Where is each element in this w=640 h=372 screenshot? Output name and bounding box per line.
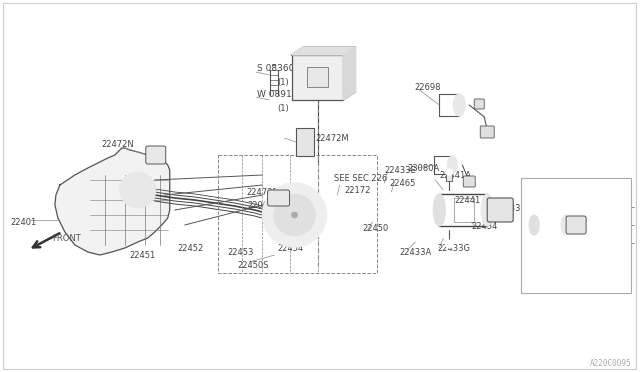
Text: W: W	[246, 94, 252, 99]
Text: (1): (1)	[278, 77, 289, 87]
Text: (1): (1)	[278, 103, 289, 112]
Text: 22433E: 22433E	[385, 166, 416, 174]
Ellipse shape	[447, 156, 458, 174]
FancyBboxPatch shape	[480, 126, 494, 138]
FancyBboxPatch shape	[566, 216, 586, 234]
Text: 22433G: 22433G	[437, 244, 470, 253]
Text: SEE SEC.226: SEE SEC.226	[335, 173, 388, 183]
Text: 22472N: 22472N	[102, 140, 134, 148]
Text: 22433: 22433	[494, 203, 521, 212]
Text: 22472M: 22472M	[316, 134, 349, 142]
Text: 22451: 22451	[130, 250, 156, 260]
FancyBboxPatch shape	[268, 190, 289, 206]
Ellipse shape	[453, 94, 465, 116]
Text: A220C0095: A220C0095	[589, 359, 631, 368]
Text: 22452: 22452	[178, 244, 204, 253]
Bar	[218, 155, 378, 273]
Text: S 08360-60812: S 08360-60812	[257, 64, 326, 73]
Circle shape	[242, 90, 255, 104]
Polygon shape	[292, 47, 355, 55]
Ellipse shape	[433, 194, 445, 226]
Text: 22450: 22450	[362, 224, 388, 232]
FancyBboxPatch shape	[463, 176, 476, 187]
Text: 22441: 22441	[454, 196, 481, 205]
FancyBboxPatch shape	[487, 198, 513, 222]
Text: 22698: 22698	[414, 83, 441, 92]
Circle shape	[446, 169, 452, 176]
Text: 22453: 22453	[228, 247, 254, 257]
Circle shape	[537, 197, 543, 203]
Ellipse shape	[561, 215, 571, 235]
Bar	[446, 174, 452, 181]
Bar	[292, 55, 344, 100]
Polygon shape	[344, 47, 355, 100]
Text: 22441A: 22441A	[599, 202, 631, 212]
Text: E15ET: E15ET	[522, 179, 548, 187]
Text: 22434: 22434	[471, 221, 498, 231]
Text: 22433: 22433	[599, 221, 625, 230]
Text: 22060: 22060	[248, 201, 274, 209]
Text: 22441A: 22441A	[439, 170, 471, 180]
Circle shape	[274, 194, 316, 236]
Bar	[521, 178, 631, 293]
Circle shape	[292, 212, 298, 218]
Text: 22454: 22454	[278, 244, 304, 253]
Circle shape	[262, 183, 326, 247]
Text: 22433A: 22433A	[399, 247, 431, 257]
Bar	[296, 128, 314, 156]
Text: FRONT: FRONT	[52, 234, 81, 243]
Ellipse shape	[481, 194, 493, 226]
Circle shape	[120, 172, 156, 208]
Polygon shape	[55, 148, 170, 255]
Text: 22172: 22172	[344, 186, 371, 195]
Ellipse shape	[529, 215, 539, 235]
Text: S: S	[246, 69, 251, 75]
Text: 23080A: 23080A	[408, 164, 440, 173]
Text: 22472P: 22472P	[246, 187, 278, 196]
Circle shape	[445, 240, 453, 248]
Circle shape	[242, 65, 255, 79]
FancyBboxPatch shape	[474, 99, 484, 109]
Text: 22450S: 22450S	[237, 260, 269, 269]
Text: W 08915-5361A: W 08915-5361A	[257, 90, 330, 99]
Bar	[307, 67, 328, 87]
Text: 22401: 22401	[10, 218, 36, 227]
Text: 22465: 22465	[389, 179, 416, 187]
Circle shape	[246, 94, 252, 100]
FancyBboxPatch shape	[146, 146, 166, 164]
Text: 22441: 22441	[577, 221, 604, 230]
Text: 22434: 22434	[589, 238, 616, 247]
